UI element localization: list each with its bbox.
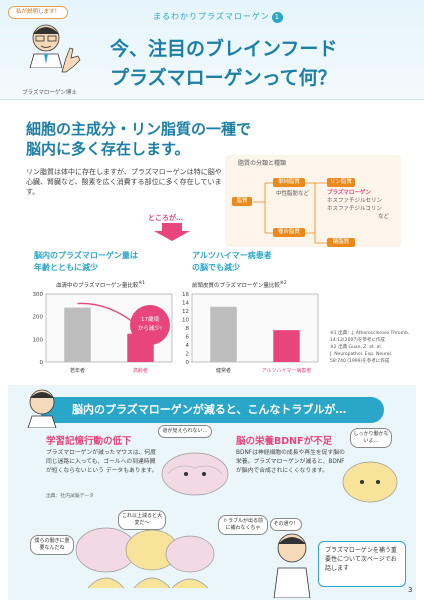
- chart-left-subtitle: 血清中のプラズマローゲン量比較※1: [56, 281, 146, 289]
- right-heading: 脳の栄養BDNFが不足: [236, 436, 333, 447]
- x-category-label: 健常者: [216, 367, 231, 374]
- lipid-diagram: [225, 155, 401, 247]
- bar: [64, 307, 91, 362]
- speech-bubble: 私が説明します！: [8, 6, 68, 19]
- doctor-bottom-illustration: [273, 533, 311, 598]
- doctor-caption: プラズマローゲン博士: [22, 90, 77, 96]
- y-tick-label: 16: [182, 292, 189, 298]
- phospholipid-node: リン脂質: [327, 178, 355, 187]
- next-page-box: プラズマローゲンを補う重要性について次ページでお話します: [318, 541, 406, 587]
- y-tick-label: 14: [182, 301, 189, 307]
- right-text: BDNFは神経細胞の成長や再生を促す脳の栄養。プラズマローゲンが減ると、BDNF…: [236, 450, 345, 474]
- plasmalogen-label: プラズマローゲン: [327, 190, 371, 196]
- y-tick-label: 4: [186, 343, 190, 349]
- chart-right: 0 2 4 6 8 10 12 14 16 健常者 アルツハイマー病患者: [182, 292, 319, 374]
- left-heading: 学習記憶行動の低下: [46, 436, 132, 447]
- left-text: プラズマローゲンが減ったマウスは、何度同じ迷路に入っても、ゴールへの到達時間が短…: [46, 450, 158, 474]
- chart-right-subtitle: 前頭皮質のプラズマローゲン量比較※2: [192, 281, 287, 289]
- y-tick-label: 100: [33, 337, 44, 343]
- bubble-clear: しっかり働かないよ…: [350, 428, 392, 448]
- neutral-fat-label: 中性脂肪など: [276, 191, 310, 197]
- choline2-label: ホスファチジルコリン: [327, 206, 382, 212]
- simple-lipid-node: 単純脂質: [273, 178, 305, 187]
- hand-icon: [56, 44, 86, 74]
- y-tick-label: 8: [186, 326, 190, 332]
- page-title-line2: プラズマローゲンって何？: [110, 67, 337, 89]
- chart-left-title: 脳内のプラズマローゲン量は 年齢とともに減少: [34, 251, 138, 272]
- brain-characters-illustration: [75, 527, 215, 588]
- bubble-where: 道が覚えられない…: [158, 425, 212, 438]
- page-title-line1: 今、注目のブレインフード: [110, 38, 338, 60]
- choline-label: ホスファチジルセリン: [327, 198, 383, 204]
- complex-lipid-node: 複合脂質: [273, 228, 305, 237]
- worried-brain-illustration: [342, 461, 398, 503]
- bubble-mid2: トラブルが出る前に補わなくちゃ: [218, 515, 268, 535]
- section-heading: 細胞の主成分・リン脂質の一種で 脳内に多く存在します。: [26, 120, 252, 158]
- source-notes: ※1 出典：J. Atherosclerose Thromb. 14:12(200…: [330, 331, 410, 364]
- doctor-small-icon: [27, 389, 57, 428]
- y-tick-label: 300: [33, 292, 44, 298]
- chart-right-title: アルツハイマー病患者 の脳でも減少: [192, 251, 272, 272]
- y-tick-label: 0: [186, 360, 190, 366]
- doctor-illustration: [29, 24, 63, 68]
- glycolipid-node: 糖脂質: [327, 238, 355, 247]
- bubble-left: 僕らの働きに重要なんだね: [30, 535, 74, 555]
- down-arrow-icon: [154, 223, 190, 241]
- y-tick-label: 2: [186, 352, 190, 358]
- x-category-label: 高齢者: [133, 367, 148, 374]
- lipid-diagram-lines: [253, 182, 327, 244]
- y-tick-label: 10: [182, 318, 189, 324]
- y-tick-label: 200: [33, 315, 44, 321]
- bubble-mid1: これ以上減ると大変だ〜: [118, 510, 166, 530]
- x-category-label: アルツハイマー病患者: [262, 367, 312, 374]
- trouble-banner: 脳内のプラズマローゲンが減ると、こんなトラブルが…: [40, 397, 384, 423]
- etc-label: など: [378, 214, 390, 220]
- series-label: まるわかりプラズマローゲン 1: [153, 11, 283, 23]
- y-tick-label: 6: [186, 335, 190, 341]
- bar: [210, 306, 237, 362]
- y-tick-label: 0: [40, 360, 44, 366]
- arrow-label: ところが…: [148, 214, 183, 222]
- page-number: 3: [408, 586, 413, 594]
- lipid-diagram-title: 脂質の分類と種類: [238, 160, 287, 167]
- confused-brain-illustration: [161, 452, 229, 496]
- x-category-label: 若年者: [70, 367, 85, 374]
- y-tick-label: 12: [182, 309, 189, 315]
- series-number: 1: [271, 12, 283, 23]
- lipid-node: 脂質: [232, 197, 252, 206]
- callout-badge: 17歳頃 から減少!: [130, 305, 170, 345]
- bubble-doc: その通り！: [270, 518, 302, 531]
- section-body: リン脂質は体中に存在しますが、プラズマローゲンは特に脳や心臓、腎臓など、酸素を広…: [26, 168, 222, 196]
- bar: [273, 330, 300, 362]
- left-source: 出典：社内試験データ: [46, 494, 94, 499]
